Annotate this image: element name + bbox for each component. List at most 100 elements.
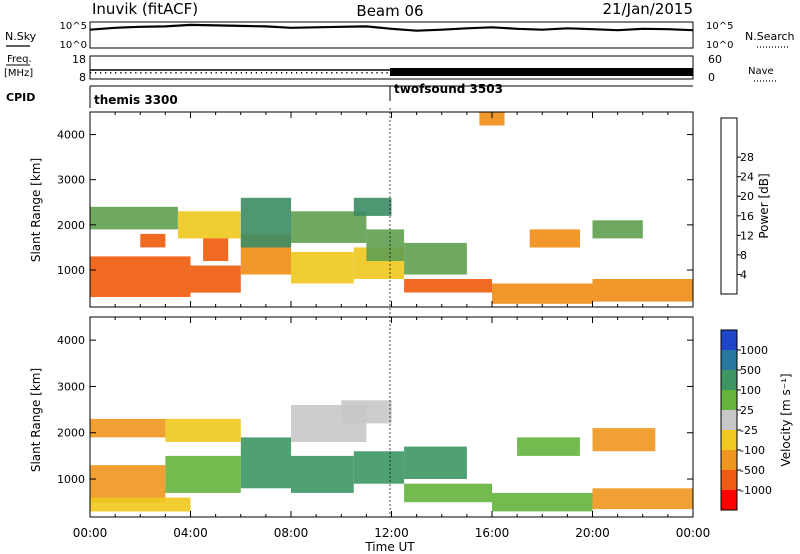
- nave-dot: [230, 72, 232, 74]
- nave-dot: [366, 72, 368, 74]
- nsearch-label: N.Search: [745, 30, 795, 43]
- echo-cell: [592, 220, 643, 239]
- y-tick-label: 4000: [57, 334, 85, 347]
- nave-dot: [321, 72, 323, 74]
- echo-cell: [492, 283, 593, 304]
- nave-dot: [210, 72, 212, 74]
- noise-panel: N.Sky 10^5 10^0 10^5 10^0 N.Search: [5, 21, 795, 51]
- noise-trace: [89, 23, 694, 32]
- velocity-y-axis-label: Slant Range [km]: [29, 368, 43, 472]
- colorbar-tick-label: 1000: [740, 344, 768, 357]
- nave-dot: [245, 72, 247, 74]
- x-tick-label: 12:00: [374, 526, 409, 540]
- cpid-panel: CPID themis 3300 twofsound 3503: [6, 82, 693, 108]
- nave-dot: [200, 72, 202, 74]
- echo-cell: [90, 206, 178, 230]
- nave-dot: [356, 72, 358, 74]
- colorbar-tick-label: 4: [740, 268, 747, 281]
- nave-dot: [190, 72, 192, 74]
- nave-dot: [341, 72, 343, 74]
- nave-dot: [125, 72, 127, 74]
- nave-dot: [265, 72, 268, 74]
- colorbar-tick-label: 8: [740, 249, 747, 262]
- nave-dot: [291, 72, 293, 74]
- colorbar-tick-label: -100: [740, 444, 765, 457]
- beam-title: Beam 06: [356, 2, 423, 20]
- colorbar-swatch: [721, 430, 737, 451]
- nave-dot: [296, 72, 298, 74]
- nave-dot: [225, 72, 227, 74]
- echo-cell: [404, 242, 467, 275]
- nave-dot: [311, 72, 313, 74]
- echo-cell: [341, 400, 392, 424]
- echo-cell: [529, 229, 580, 248]
- colorbar-tick-label: -1000: [740, 484, 772, 497]
- colorbar-tick-label: -500: [740, 464, 765, 477]
- freq-label: Freq.: [7, 54, 32, 65]
- nave-dot: [316, 72, 318, 74]
- x-axis-label: Time UT: [364, 540, 415, 554]
- x-tick-label: 04:00: [173, 526, 208, 540]
- nave-dot: [175, 72, 177, 74]
- y-tick-label: 2000: [57, 219, 85, 232]
- echo-cell: [291, 455, 354, 493]
- nave-dot: [376, 72, 378, 74]
- colorbar-swatch: [721, 410, 737, 431]
- nave-dot: [326, 72, 328, 74]
- echo-cell: [592, 428, 656, 452]
- y-tick-label: 4000: [57, 129, 85, 142]
- echo-cell: [517, 437, 580, 456]
- nave-dot: [115, 72, 117, 74]
- x-tick-label: 20:00: [575, 526, 610, 540]
- echo-cell: [90, 497, 191, 512]
- echo-cell: [592, 279, 693, 302]
- nave-dot: [145, 72, 147, 74]
- echo-cell: [165, 455, 241, 493]
- nave-dot: [205, 72, 207, 74]
- echo-cell: [353, 451, 405, 484]
- nave-dot: [180, 72, 182, 74]
- echo-cell: [177, 211, 241, 239]
- nave-dot: [220, 72, 222, 74]
- nave-dot: [275, 72, 278, 74]
- freq-right-tick-bottom: 0: [708, 71, 715, 84]
- nave-dot: [240, 72, 242, 74]
- colorbar-tick-label: 28: [740, 151, 754, 164]
- velocity-colorbar: 1000 500 100 25 -25 -100 -500 -1000 Velocity [m…: [720, 329, 793, 511]
- nave-dot: [95, 72, 97, 74]
- power-panel: 1000 2000 3000 4000 Slant Range [km]: [29, 111, 694, 308]
- x-tick-label: 00:00: [676, 526, 711, 540]
- nave-dot: [90, 72, 92, 74]
- nave-dot: [286, 72, 288, 74]
- y-tick-label: 1000: [57, 264, 85, 277]
- nave-dot: [130, 72, 132, 74]
- velocity-colorbar-label: Velocity [m s⁻¹]: [779, 373, 793, 466]
- x-tick-label: 00:00: [73, 526, 108, 540]
- colorbar-swatch: [721, 490, 737, 511]
- nave-dot: [120, 72, 122, 74]
- nsky-label: N.Sky: [5, 30, 37, 43]
- echo-cell: [90, 465, 166, 503]
- colorbar-swatch: [721, 450, 737, 471]
- velocity-cells: [90, 400, 693, 512]
- nave-dot: [270, 72, 273, 74]
- noise-left-tick-top: 10^5: [60, 21, 87, 32]
- colorbar-tick-label: 24: [740, 171, 754, 184]
- nave-dot: [301, 72, 303, 74]
- colorbar-tick-label: 25: [740, 404, 754, 417]
- nave-dot: [110, 72, 112, 74]
- noise-right-tick-bottom: 10^0: [706, 40, 733, 51]
- nave-dot: [351, 72, 353, 74]
- nave-dot: [336, 72, 338, 74]
- freq-panel: Freq. [MHz] 18 8 60 0 Nave: [4, 53, 778, 84]
- nave-label: Nave: [748, 66, 774, 77]
- nave-block: [390, 68, 693, 76]
- power-y-axis-label: Slant Range [km]: [29, 158, 43, 262]
- y-tick-label: 3000: [57, 380, 85, 393]
- nave-dot: [281, 72, 283, 74]
- nave-dot: [381, 72, 383, 74]
- colorbar-swatch: [721, 470, 737, 491]
- nave-dot: [195, 72, 197, 74]
- date-title: 21/Jan/2015: [603, 0, 694, 18]
- echo-cell: [404, 279, 492, 293]
